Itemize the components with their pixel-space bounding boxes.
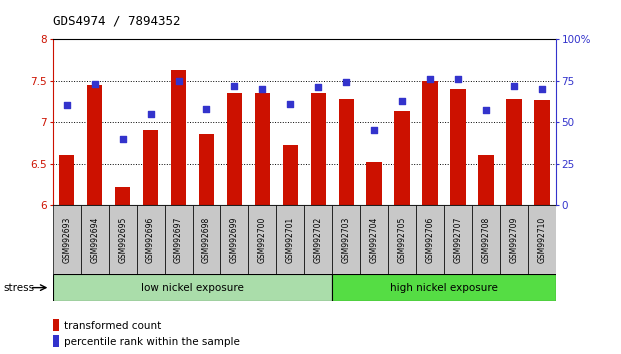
Text: GSM992700: GSM992700	[258, 217, 267, 263]
Text: GSM992706: GSM992706	[425, 217, 435, 263]
Text: GDS4974 / 7894352: GDS4974 / 7894352	[53, 14, 180, 27]
Point	[481, 108, 491, 113]
Point	[257, 86, 267, 92]
Bar	[500, 205, 528, 274]
Point	[89, 81, 99, 87]
Bar	[193, 205, 220, 274]
Bar	[310, 93, 326, 205]
Text: GSM992708: GSM992708	[481, 217, 491, 263]
Bar	[416, 205, 444, 274]
Bar	[53, 205, 81, 274]
Point	[453, 76, 463, 82]
Bar	[53, 274, 332, 301]
Point	[61, 103, 71, 108]
Bar	[165, 205, 193, 274]
Point	[229, 83, 239, 88]
Bar	[444, 205, 472, 274]
Text: transformed count: transformed count	[64, 321, 161, 331]
Text: GSM992698: GSM992698	[202, 217, 211, 263]
Bar	[59, 155, 75, 205]
Point	[537, 86, 546, 92]
Bar	[137, 205, 165, 274]
Bar	[506, 99, 522, 205]
Bar	[143, 130, 158, 205]
Bar	[388, 205, 416, 274]
Text: high nickel exposure: high nickel exposure	[390, 282, 498, 293]
Text: GSM992703: GSM992703	[342, 217, 351, 263]
Bar	[304, 205, 332, 274]
Text: GSM992699: GSM992699	[230, 217, 239, 263]
Point	[201, 106, 211, 112]
Bar	[332, 205, 360, 274]
Point	[285, 101, 295, 107]
Bar	[171, 70, 186, 205]
Bar	[255, 93, 270, 205]
Point	[173, 78, 183, 83]
Bar	[248, 205, 276, 274]
Text: GSM992693: GSM992693	[62, 217, 71, 263]
Text: GSM992702: GSM992702	[314, 217, 323, 263]
Point	[313, 84, 323, 90]
Bar	[534, 100, 550, 205]
Bar	[478, 155, 494, 205]
Point	[341, 79, 351, 85]
Bar	[81, 205, 109, 274]
Text: GSM992707: GSM992707	[453, 217, 463, 263]
Bar	[360, 205, 388, 274]
Text: GSM992704: GSM992704	[369, 217, 379, 263]
Text: GSM992697: GSM992697	[174, 217, 183, 263]
Bar	[87, 85, 102, 205]
Bar	[472, 205, 500, 274]
Text: GSM992695: GSM992695	[118, 217, 127, 263]
Text: stress: stress	[3, 282, 34, 293]
Text: GSM992709: GSM992709	[509, 217, 519, 263]
Text: GSM992710: GSM992710	[537, 217, 546, 263]
Text: GSM992696: GSM992696	[146, 217, 155, 263]
Bar	[528, 205, 556, 274]
Point	[145, 111, 155, 116]
Bar	[220, 205, 248, 274]
Bar	[450, 89, 466, 205]
Point	[425, 76, 435, 82]
Bar	[338, 99, 354, 205]
Point	[397, 98, 407, 103]
Bar	[199, 134, 214, 205]
Bar	[109, 205, 137, 274]
Text: percentile rank within the sample: percentile rank within the sample	[64, 337, 240, 347]
Point	[369, 128, 379, 133]
Bar	[394, 111, 410, 205]
Bar	[332, 274, 556, 301]
Bar	[53, 319, 59, 331]
Text: low nickel exposure: low nickel exposure	[141, 282, 244, 293]
Bar	[115, 187, 130, 205]
Point	[509, 83, 519, 88]
Text: GSM992705: GSM992705	[397, 217, 407, 263]
Bar	[276, 205, 304, 274]
Text: GSM992701: GSM992701	[286, 217, 295, 263]
Bar	[53, 335, 59, 347]
Bar	[283, 144, 298, 205]
Text: GSM992694: GSM992694	[90, 217, 99, 263]
Bar	[366, 162, 382, 205]
Bar	[227, 93, 242, 205]
Point	[117, 136, 127, 142]
Bar	[422, 80, 438, 205]
